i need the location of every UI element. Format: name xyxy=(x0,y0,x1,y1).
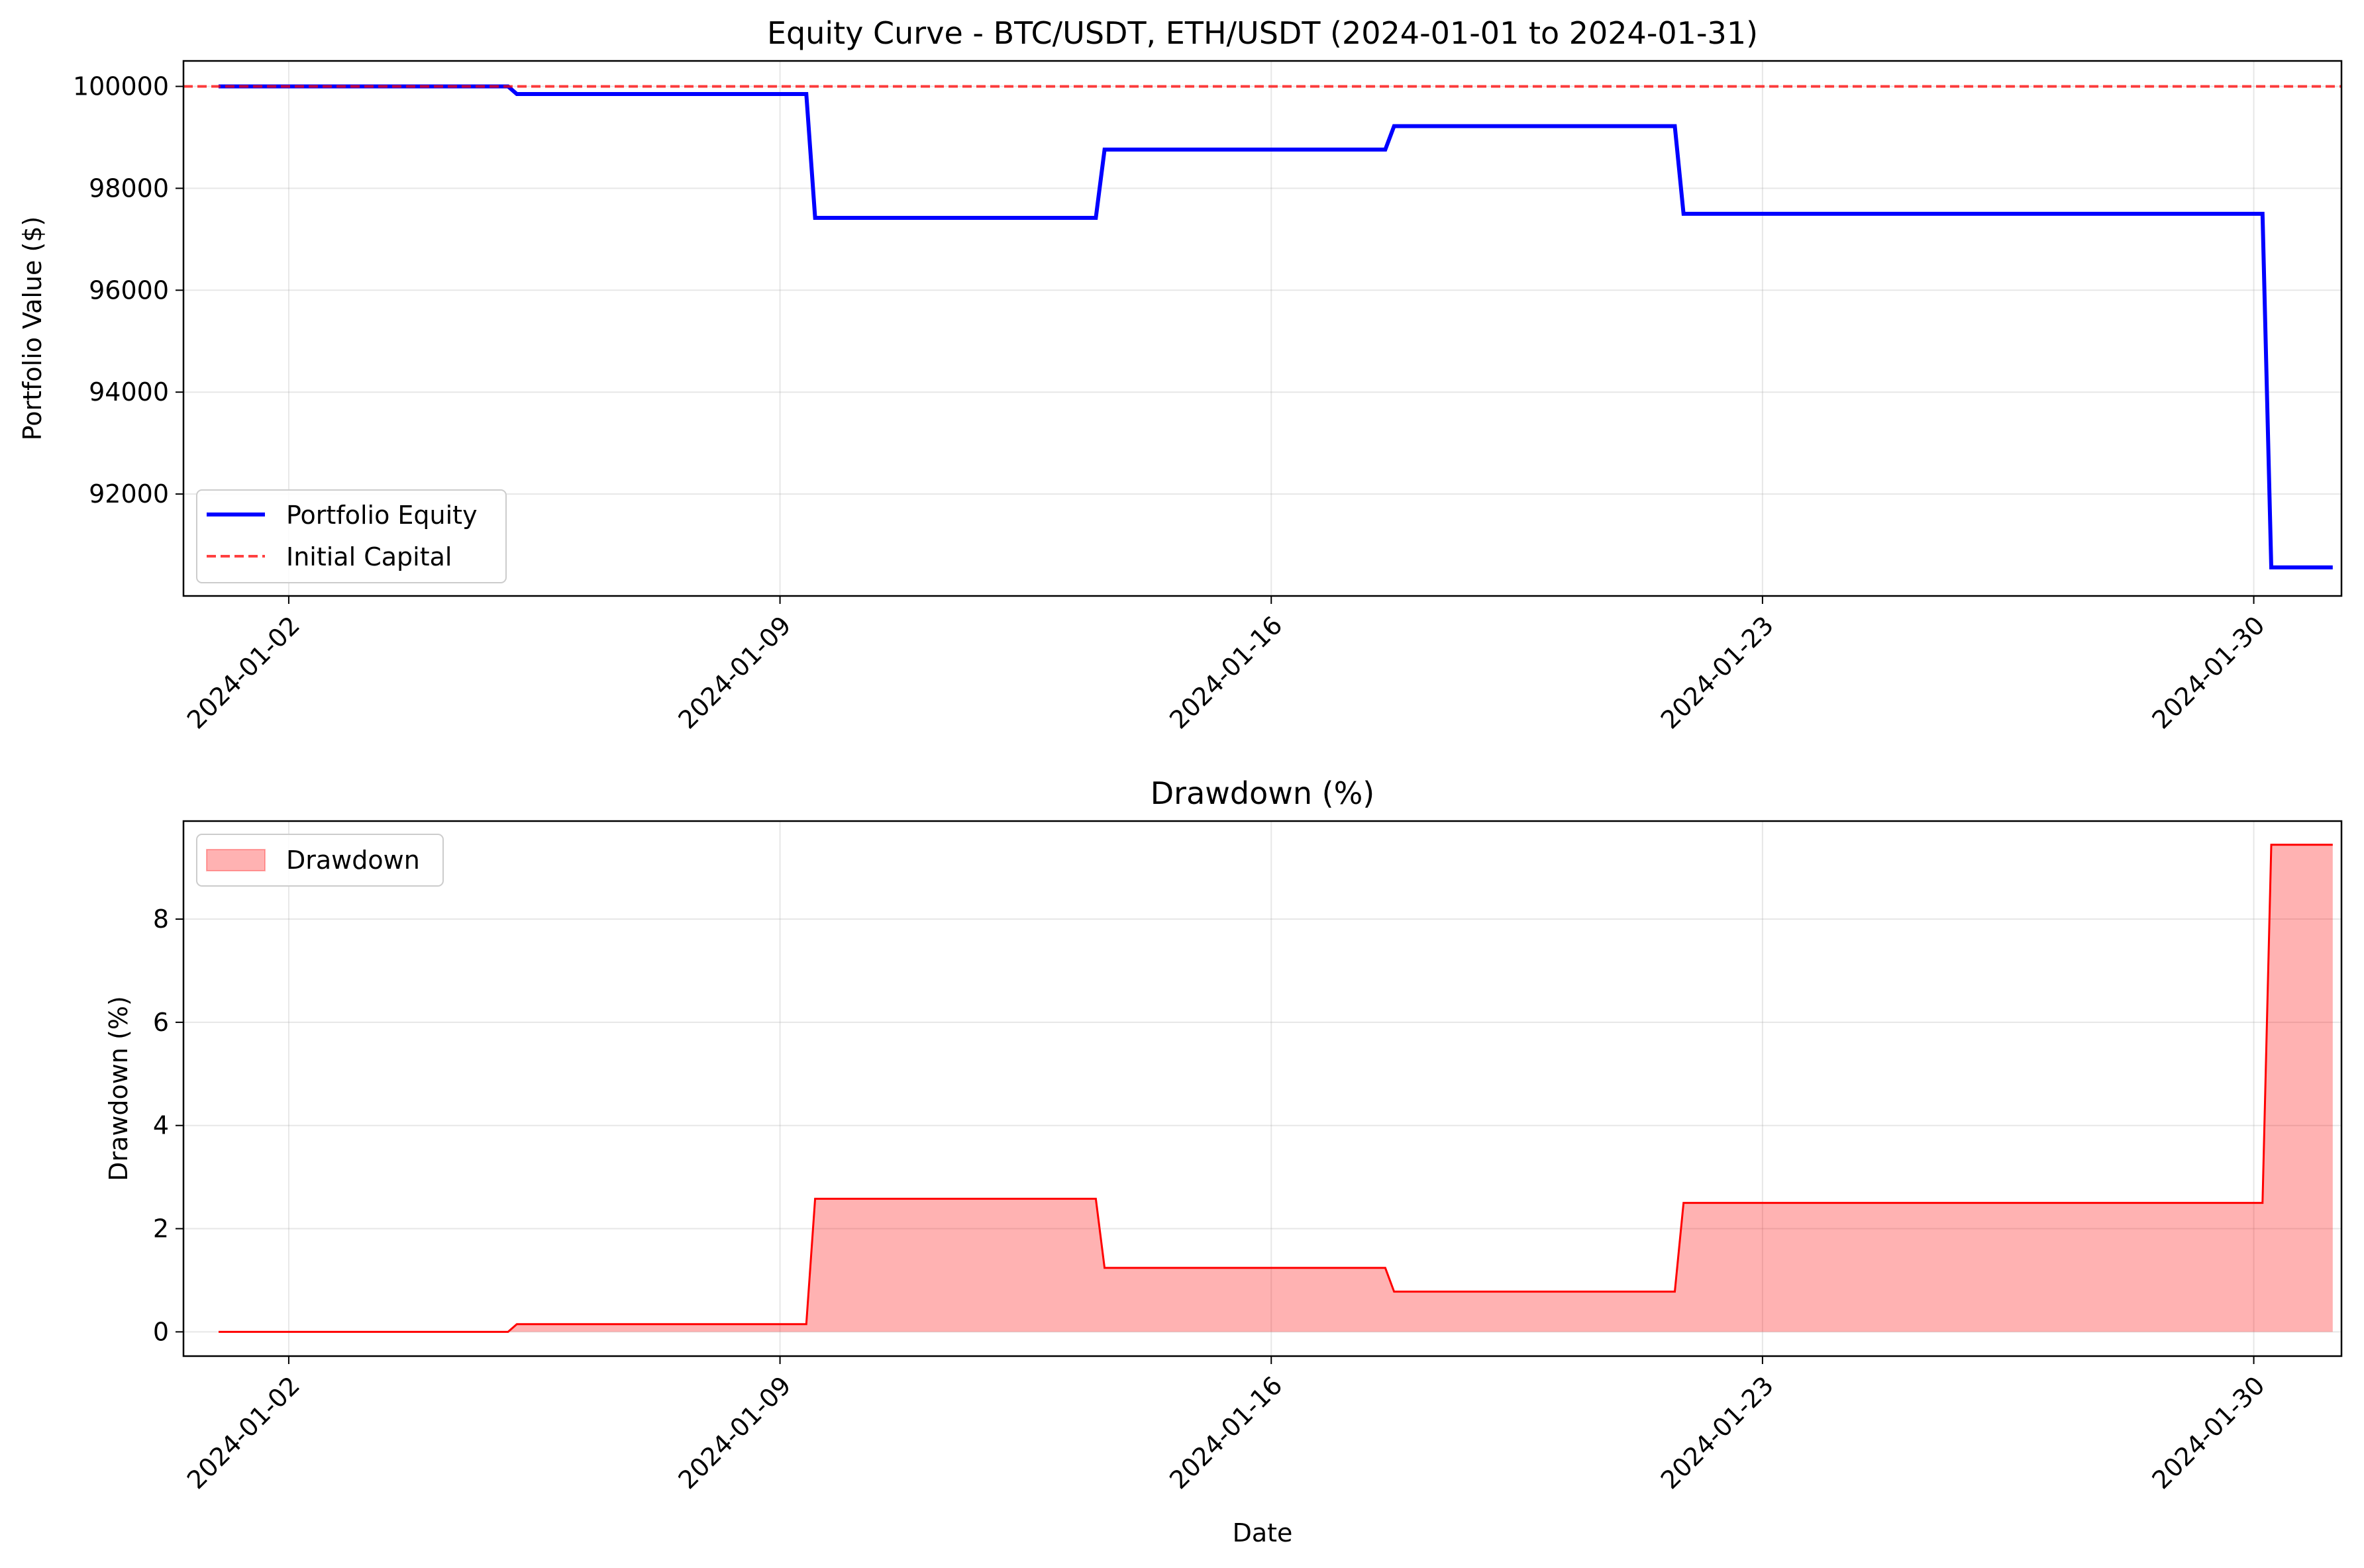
drawdown-line xyxy=(219,844,2333,1333)
y-tick-label: 98000 xyxy=(89,173,169,203)
y-tick-label: 4 xyxy=(153,1111,169,1140)
drawdown-y-ticks: 0 2 4 6 8 xyxy=(153,905,183,1346)
equity-axes-frame xyxy=(182,60,2343,597)
y-tick-label: 6 xyxy=(153,1008,169,1037)
portfolio-equity-line xyxy=(219,84,2333,569)
legend-label-portfolio-equity: Portfolio Equity xyxy=(286,501,478,530)
x-tick-label: 2024-01-09 xyxy=(672,1371,796,1494)
legend-label-drawdown: Drawdown xyxy=(286,846,420,875)
drawdown-series xyxy=(219,844,2333,1333)
x-tick-label: 2024-01-16 xyxy=(1164,1371,1288,1494)
x-tick-label: 2024-01-23 xyxy=(1655,1371,1779,1494)
drawdown-grid xyxy=(183,821,2341,1356)
equity-legend: Portfolio Equity Initial Capital xyxy=(196,489,507,583)
equity-series xyxy=(183,84,2341,569)
x-tick-label: 2024-01-23 xyxy=(1655,611,1779,734)
drawdown-legend: Drawdown xyxy=(196,834,444,887)
drawdown-y-axis-label: Drawdown (%) xyxy=(104,996,133,1181)
equity-x-ticks: 2024-01-02 2024-01-09 2024-01-16 2024-01-23… xyxy=(181,596,2271,734)
equity-plot-area xyxy=(183,61,2341,596)
drawdown-legend-box xyxy=(196,834,444,887)
drawdown-title: Drawdown (%) xyxy=(1151,775,1375,811)
x-tick-label: 2024-01-09 xyxy=(672,611,796,734)
y-tick-label: 100000 xyxy=(73,72,169,101)
y-tick-label: 0 xyxy=(153,1317,169,1346)
equity-y-ticks: 92000 94000 96000 98000 100000 xyxy=(73,72,183,509)
drawdown-panel: Drawdown (%) 2024-01-02 2024-01-09 2024-01… xyxy=(104,775,2343,1547)
legend-label-initial-capital: Initial Capital xyxy=(286,542,452,571)
x-tick-label: 2024-01-02 xyxy=(181,611,305,734)
equity-panel: Equity Curve - BTC/USDT, ETH/USDT (2024-… xyxy=(18,15,2343,734)
equity-y-axis-label: Portfolio Value ($) xyxy=(18,217,47,441)
drawdown-axes-frame xyxy=(182,820,2343,1357)
y-tick-label: 94000 xyxy=(89,377,169,407)
legend-swatch-drawdown xyxy=(206,849,266,871)
y-tick-label: 2 xyxy=(153,1214,169,1244)
y-tick-label: 96000 xyxy=(89,275,169,305)
equity-title: Equity Curve - BTC/USDT, ETH/USDT (2024-… xyxy=(767,15,1758,51)
x-tick-label: 2024-01-30 xyxy=(2146,1371,2270,1494)
x-tick-label: 2024-01-02 xyxy=(181,1371,305,1494)
drawdown-x-axis-label: Date xyxy=(1233,1518,1293,1547)
y-tick-label: 92000 xyxy=(89,479,169,509)
drawdown-area xyxy=(219,844,2333,1332)
equity-legend-box xyxy=(196,489,507,583)
y-tick-label: 8 xyxy=(153,905,169,934)
x-tick-label: 2024-01-30 xyxy=(2146,611,2270,734)
x-tick-label: 2024-01-16 xyxy=(1164,611,1288,734)
drawdown-x-ticks: 2024-01-02 2024-01-09 2024-01-16 2024-01-23… xyxy=(181,1356,2271,1494)
